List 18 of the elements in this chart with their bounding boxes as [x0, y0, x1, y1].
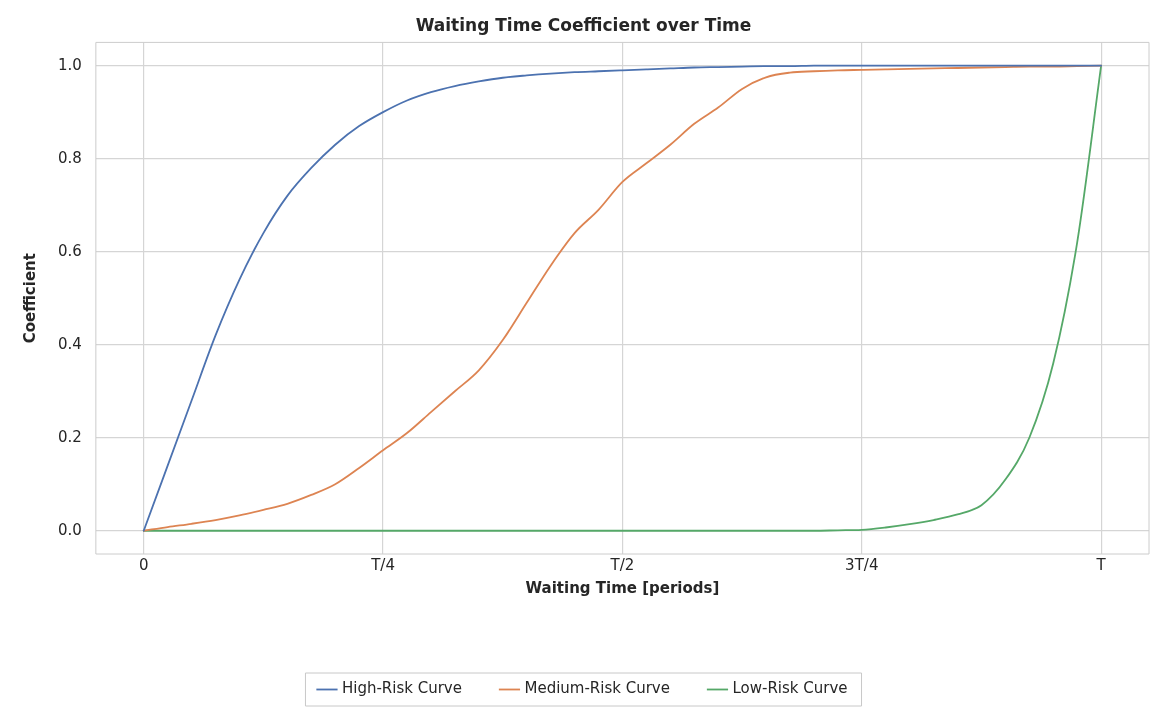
- y-axis-title: Coefficient: [20, 253, 39, 344]
- line-series: [142, 64, 1103, 532]
- y-tick-label: 0.8: [58, 148, 82, 167]
- x-tick-label: T: [1095, 555, 1107, 574]
- legend-label: Medium-Risk Curve: [524, 679, 670, 698]
- x-tick-label: 0: [138, 555, 149, 574]
- y-tick-label: 0.6: [58, 241, 82, 260]
- y-tick-label: 0.2: [58, 427, 82, 446]
- chart-title: Waiting Time Coefficient over Time: [415, 14, 752, 35]
- legend-label: High-Risk Curve: [341, 679, 462, 698]
- legend-label: Low-Risk Curve: [732, 679, 848, 698]
- x-axis-title: Waiting Time [periods]: [525, 578, 720, 597]
- x-tick-label: 3T/4: [845, 555, 879, 574]
- y-tick-label: 0.4: [58, 334, 82, 353]
- y-tick-label: 1.0: [58, 55, 82, 74]
- x-tick-label: T/2: [609, 555, 635, 574]
- x-tick-label: T/4: [370, 555, 395, 574]
- y-tick-label: 0.0: [58, 520, 82, 539]
